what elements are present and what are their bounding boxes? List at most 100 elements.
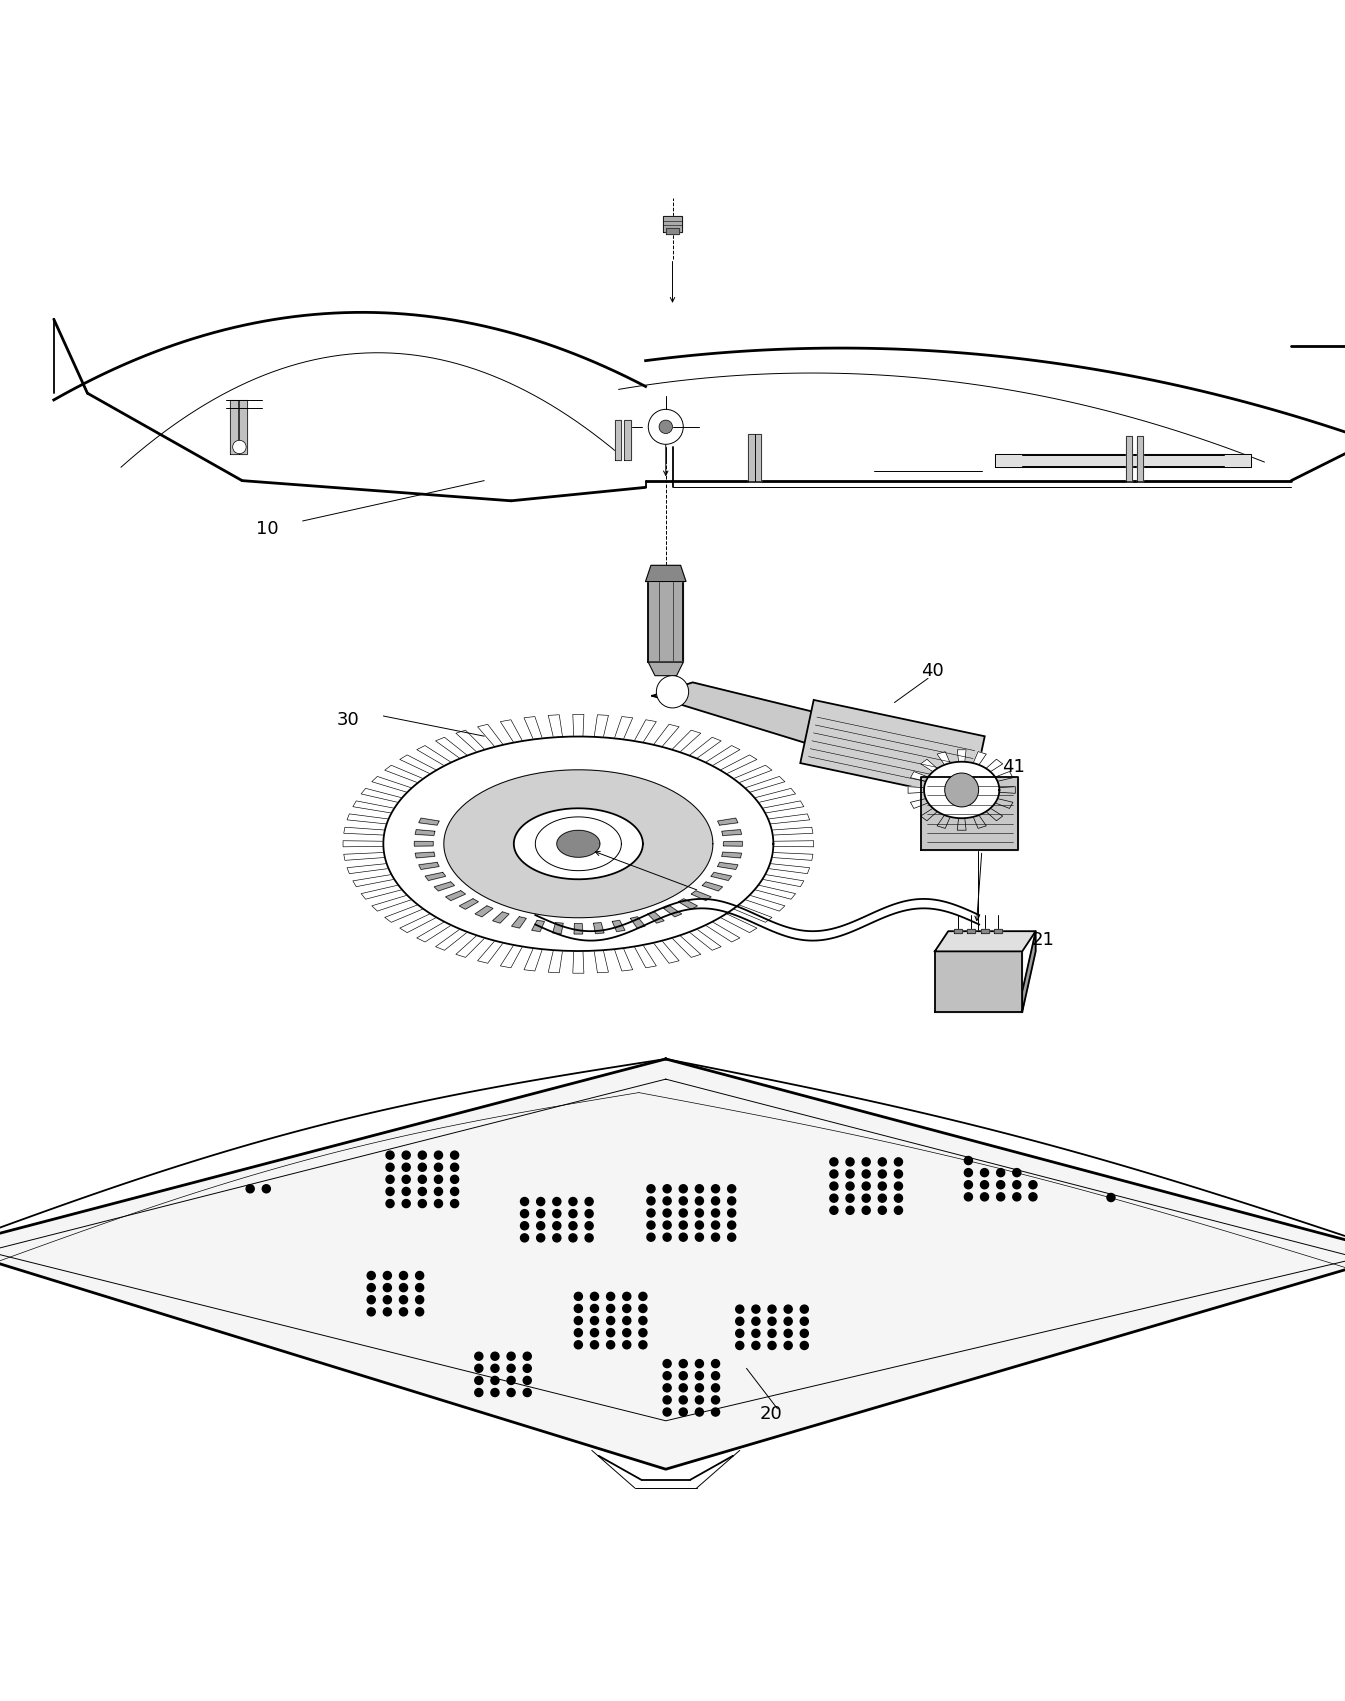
Circle shape <box>402 1163 410 1172</box>
Circle shape <box>695 1359 703 1368</box>
Polygon shape <box>755 788 796 803</box>
Polygon shape <box>724 842 742 845</box>
Circle shape <box>607 1328 615 1337</box>
Circle shape <box>418 1187 426 1196</box>
Polygon shape <box>974 815 986 828</box>
Circle shape <box>416 1271 424 1279</box>
Polygon shape <box>615 947 632 971</box>
Circle shape <box>434 1187 443 1196</box>
Circle shape <box>569 1198 577 1206</box>
Circle shape <box>416 1308 424 1317</box>
Circle shape <box>800 1328 808 1337</box>
Circle shape <box>386 1199 394 1208</box>
Polygon shape <box>937 815 950 828</box>
Circle shape <box>383 1284 391 1291</box>
Polygon shape <box>500 946 522 968</box>
Circle shape <box>663 1198 671 1204</box>
Circle shape <box>399 1296 408 1303</box>
Circle shape <box>507 1388 515 1397</box>
Circle shape <box>1013 1180 1021 1189</box>
Polygon shape <box>720 755 757 774</box>
Circle shape <box>862 1158 870 1165</box>
Polygon shape <box>908 786 924 793</box>
Circle shape <box>647 1209 655 1216</box>
Circle shape <box>475 1352 483 1361</box>
Polygon shape <box>705 922 740 942</box>
Polygon shape <box>417 922 452 942</box>
Polygon shape <box>745 776 785 793</box>
Polygon shape <box>937 752 950 765</box>
Text: 41: 41 <box>1002 759 1025 776</box>
Polygon shape <box>654 725 679 747</box>
Polygon shape <box>492 912 508 924</box>
Polygon shape <box>920 808 937 822</box>
Circle shape <box>768 1305 776 1313</box>
Circle shape <box>386 1187 394 1196</box>
Circle shape <box>574 1305 582 1313</box>
Circle shape <box>521 1198 529 1206</box>
Polygon shape <box>416 852 434 857</box>
Polygon shape <box>772 827 812 835</box>
Circle shape <box>639 1328 647 1337</box>
Circle shape <box>663 1371 671 1380</box>
Polygon shape <box>371 776 412 793</box>
Polygon shape <box>705 745 740 765</box>
Circle shape <box>418 1199 426 1208</box>
Polygon shape <box>712 873 732 881</box>
Circle shape <box>434 1175 443 1184</box>
Circle shape <box>639 1293 647 1300</box>
Circle shape <box>695 1184 703 1192</box>
Circle shape <box>712 1359 720 1368</box>
Polygon shape <box>635 720 656 743</box>
Circle shape <box>1013 1192 1021 1201</box>
Circle shape <box>695 1397 703 1403</box>
Circle shape <box>521 1233 529 1242</box>
Circle shape <box>367 1308 375 1317</box>
Circle shape <box>862 1194 870 1203</box>
Circle shape <box>639 1340 647 1349</box>
Circle shape <box>1107 1194 1115 1201</box>
Polygon shape <box>648 912 664 924</box>
Circle shape <box>451 1152 459 1158</box>
Circle shape <box>964 1180 972 1189</box>
Circle shape <box>894 1158 902 1165</box>
Polygon shape <box>343 840 383 847</box>
Circle shape <box>768 1328 776 1337</box>
Polygon shape <box>538 822 619 866</box>
Polygon shape <box>672 730 701 752</box>
Circle shape <box>523 1376 531 1385</box>
Polygon shape <box>553 922 564 934</box>
Circle shape <box>878 1194 886 1203</box>
Circle shape <box>728 1221 736 1230</box>
Polygon shape <box>994 929 1002 932</box>
Circle shape <box>862 1206 870 1215</box>
Circle shape <box>784 1328 792 1337</box>
Circle shape <box>712 1408 720 1415</box>
Polygon shape <box>460 898 479 910</box>
Polygon shape <box>722 852 741 857</box>
Polygon shape <box>456 730 484 752</box>
Polygon shape <box>773 840 814 847</box>
Polygon shape <box>525 716 542 740</box>
Polygon shape <box>230 400 238 454</box>
Polygon shape <box>999 786 1015 793</box>
Polygon shape <box>399 913 437 932</box>
Polygon shape <box>500 720 522 743</box>
Polygon shape <box>574 924 582 934</box>
Circle shape <box>736 1317 744 1325</box>
Circle shape <box>663 1385 671 1391</box>
Circle shape <box>507 1352 515 1361</box>
Circle shape <box>451 1199 459 1208</box>
Circle shape <box>537 1209 545 1218</box>
Circle shape <box>383 1308 391 1317</box>
Circle shape <box>451 1163 459 1172</box>
Polygon shape <box>239 400 247 454</box>
Circle shape <box>491 1352 499 1361</box>
Polygon shape <box>615 716 632 740</box>
Circle shape <box>728 1209 736 1216</box>
Polygon shape <box>986 808 1003 822</box>
Circle shape <box>434 1163 443 1172</box>
Circle shape <box>590 1293 599 1300</box>
Circle shape <box>491 1376 499 1385</box>
Circle shape <box>623 1293 631 1300</box>
